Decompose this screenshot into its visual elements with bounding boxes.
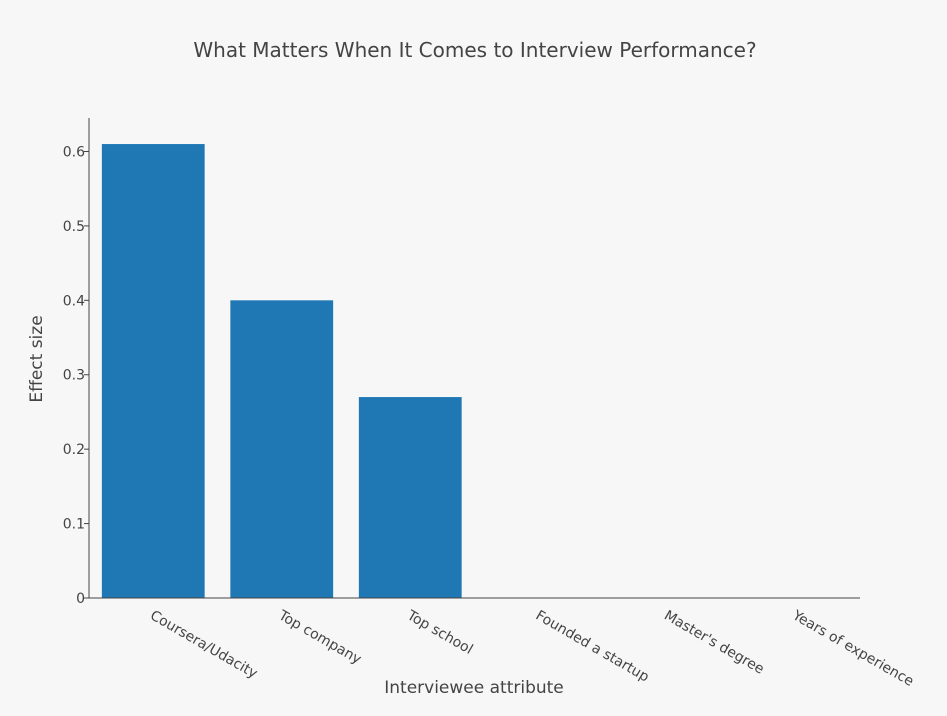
x-tick-label: Founded a startup [533, 608, 652, 686]
x-tick-label: Master's degree [661, 608, 766, 678]
bar-top-school [358, 397, 462, 598]
bar-top-company [230, 300, 334, 598]
x-tick-label: Coursera/Udacity [147, 608, 260, 682]
y-tick-label: 0 [76, 591, 85, 607]
y-tick-label: 0.5 [63, 219, 85, 235]
x-axis-title: Interviewee attribute [384, 678, 564, 698]
y-tick-label: 0.3 [63, 368, 85, 384]
y-tick-label: 0.4 [63, 293, 85, 309]
x-tick-label: Top company [275, 607, 364, 668]
y-axis-ticks: 0 0.1 0.2 0.3 0.4 0.5 0.6 [63, 144, 89, 607]
bar-coursera-udacity [101, 144, 205, 599]
x-tick-label: Years of experience [789, 607, 916, 690]
y-axis-title: Effect size [27, 315, 47, 402]
y-tick-label: 0.1 [63, 517, 85, 533]
bars-group [101, 144, 462, 599]
y-tick-label: 0.6 [63, 144, 85, 160]
x-tick-label: Top school [403, 607, 475, 658]
y-tick-label: 0.2 [63, 442, 85, 458]
chart-title: What Matters When It Comes to Interview … [193, 38, 756, 62]
